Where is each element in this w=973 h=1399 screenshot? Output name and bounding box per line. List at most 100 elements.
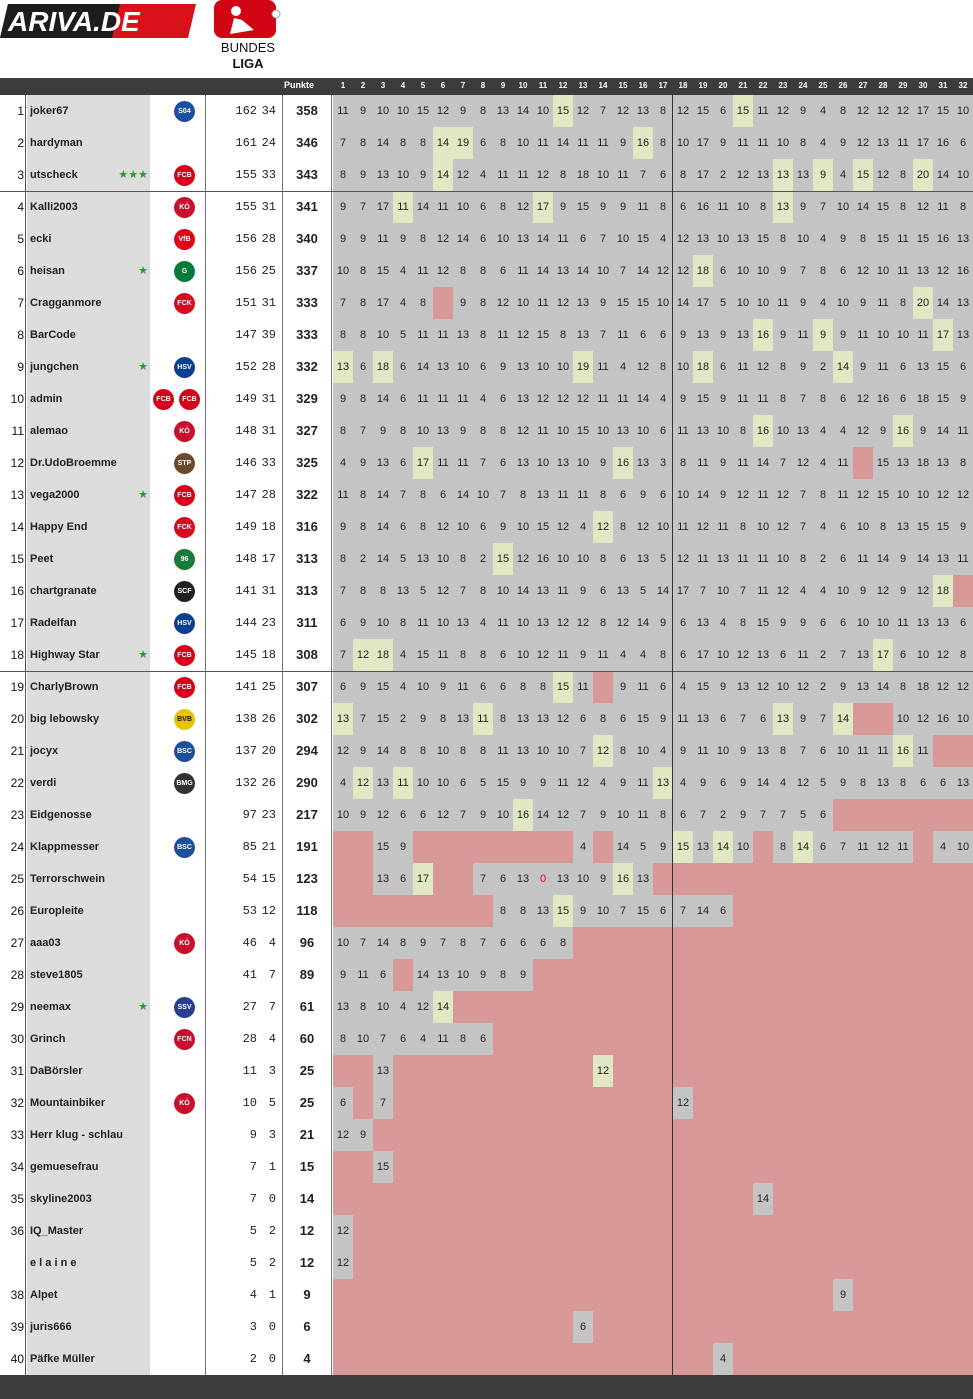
player-name[interactable]: e l a i n e bbox=[27, 1247, 150, 1279]
matchday-score: 6 bbox=[833, 607, 853, 639]
table-row[interactable]: 25 Terrorschwein 54 15 123 13 6 17 7 6 13 0 13 10 9 16 1… bbox=[0, 863, 973, 895]
player-name[interactable]: neemax bbox=[27, 991, 150, 1023]
table-row[interactable]: 21 jocyx BSC 137 20 294 12 9 14 8 8 10 8 8 11 13 10 10 7 12… bbox=[0, 735, 973, 767]
matchday-score bbox=[353, 1215, 373, 1247]
matchday-score: 13 bbox=[533, 575, 553, 607]
table-row[interactable]: 30 Grinch FCN 28 4 60 8 10 7 6 4 11 8 6 bbox=[0, 1023, 973, 1055]
player-name[interactable]: hardyman bbox=[27, 127, 150, 159]
player-name[interactable]: Päfke Müller bbox=[27, 1343, 150, 1375]
player-name[interactable]: Grinch bbox=[27, 1023, 150, 1055]
matchday-score: 15 bbox=[733, 95, 753, 127]
matchday-score: 8 bbox=[473, 639, 493, 671]
table-row[interactable]: 32 Mountainbiker KÖ 10 5 25 6 7 12 bbox=[0, 1087, 973, 1119]
player-name[interactable]: big lebowsky bbox=[27, 703, 150, 735]
table-row[interactable]: 18 Highway Star ★ FCB 145 18 308 7 12 18 4 15 11 8 8 6 1… bbox=[0, 639, 973, 671]
player-name[interactable]: chartgranate bbox=[27, 575, 150, 607]
table-row[interactable]: 4 Kalli2003 KÖ 155 31 341 9 7 17 11 14 11 10 6 8 12 17 9 1… bbox=[0, 191, 973, 223]
table-row[interactable]: 34 gemuesefrau 7 1 15 15 bbox=[0, 1151, 973, 1183]
matchday-score: 11 bbox=[753, 543, 773, 575]
table-row[interactable]: 35 skyline2003 7 0 14 14 bbox=[0, 1183, 973, 1215]
player-name[interactable]: Alpet bbox=[27, 1279, 150, 1311]
player-name[interactable]: Klappmesser bbox=[27, 831, 150, 863]
player-name[interactable]: steve1805 bbox=[27, 959, 150, 991]
matchday-score: 4 bbox=[393, 255, 413, 287]
player-name[interactable]: Radelfan bbox=[27, 607, 150, 639]
table-row[interactable]: 9 jungchen ★ HSV 152 28 332 13 6 18 6 14 13 10 6 9 13 10 1… bbox=[0, 351, 973, 383]
matchday-score: 15 bbox=[553, 671, 573, 703]
matchday-score: 9 bbox=[353, 799, 373, 831]
player-name[interactable]: gemuesefrau bbox=[27, 1151, 150, 1183]
table-row[interactable]: 1 joker67 S04 162 34 358 11 9 10 10 15 12 9 8 13 14 10 15… bbox=[0, 95, 973, 127]
table-row[interactable]: 26 Europleite 53 12 118 8 8 13 15 9 10 7 15 6 7 14 6 bbox=[0, 895, 973, 927]
table-row[interactable]: 14 Happy End FCK 149 18 316 9 8 14 6 8 12 10 6 9 10 15 12… bbox=[0, 511, 973, 543]
player-name[interactable]: juris666 bbox=[27, 1311, 150, 1343]
table-row[interactable]: 23 Eidgenosse 97 23 217 10 9 12 6 6 12 7 9 10 16 14 12 7 9… bbox=[0, 799, 973, 831]
player-name[interactable]: admin bbox=[27, 383, 150, 415]
player-name[interactable]: Cragganmore bbox=[27, 287, 150, 319]
player-name[interactable]: jungchen bbox=[27, 351, 150, 383]
matchday-score bbox=[913, 1119, 933, 1151]
table-row[interactable]: 17 Radelfan HSV 144 23 311 6 9 10 8 11 10 13 4 11 10 13 1… bbox=[0, 607, 973, 639]
table-row[interactable]: 3 utscheck ★★★ FCB 155 33 343 8 9 13 10 9 14 12 4 11 11 1… bbox=[0, 159, 973, 191]
player-name[interactable]: Terrorschwein bbox=[27, 863, 150, 895]
table-row[interactable]: 11 alemao KÖ 148 31 327 8 7 9 8 10 13 9 8 8 12 11 10 15 10 1… bbox=[0, 415, 973, 447]
matchday-score: 17 bbox=[413, 447, 433, 479]
table-row[interactable]: 22 verdi BMG 132 26 290 4 12 13 11 10 10 6 5 15 9 9 11 12 4… bbox=[0, 767, 973, 799]
player-name[interactable]: Kalli2003 bbox=[27, 191, 150, 223]
table-row[interactable]: 31 DaBörsler 11 3 25 13 12 bbox=[0, 1055, 973, 1087]
player-name[interactable]: Peet bbox=[27, 543, 150, 575]
table-row[interactable]: 6 heisan ★ G 156 25 337 10 8 15 4 11 12 8 8 6 11 14 13 14 10… bbox=[0, 255, 973, 287]
table-row[interactable]: 28 steve1805 41 7 89 9 11 6 14 13 10 9 8 9 bbox=[0, 959, 973, 991]
table-row[interactable]: e l a i n e 5 2 12 12 bbox=[0, 1247, 973, 1279]
matchday-score: 15 bbox=[933, 383, 953, 415]
score-exact: 31 bbox=[261, 584, 276, 598]
table-row[interactable]: 19 CharlyBrown FCB 141 25 307 6 9 15 4 10 9 11 6 6 8 8 15… bbox=[0, 671, 973, 703]
table-row[interactable]: 36 IQ_Master 5 2 12 12 bbox=[0, 1215, 973, 1247]
table-row[interactable]: 10 admin FCB FCB 149 31 329 9 8 14 6 11 11 11 4 6 13 12 12… bbox=[0, 383, 973, 415]
table-row[interactable]: 40 Päfke Müller 2 0 4 4 bbox=[0, 1343, 973, 1375]
matchday-header: 9 bbox=[500, 81, 506, 90]
player-name[interactable]: aaa03 bbox=[27, 927, 150, 959]
player-name[interactable]: IQ_Master bbox=[27, 1215, 150, 1247]
table-row[interactable]: 20 big lebowsky BVB 138 26 302 13 7 15 2 9 8 13 11 8 13… bbox=[0, 703, 973, 735]
table-row[interactable]: 15 Peet 96 148 17 313 8 2 14 5 13 10 8 2 15 12 16 10 10 8 6 1… bbox=[0, 543, 973, 575]
table-row[interactable]: 8 BarCode 147 39 333 8 8 10 5 11 11 13 8 11 12 15 8 13 7 11… bbox=[0, 319, 973, 351]
player-name[interactable]: alemao bbox=[27, 415, 150, 447]
table-row[interactable]: 13 vega2000 ★ FCB 147 28 322 11 8 14 7 8 6 14 10 7 8 13 11… bbox=[0, 479, 973, 511]
table-row[interactable]: 12 Dr.UdoBroemme STP 146 33 325 4 9 13 6 17 11 11 7 6 1… bbox=[0, 447, 973, 479]
player-name[interactable]: ecki bbox=[27, 223, 150, 255]
player-name[interactable]: jocyx bbox=[27, 735, 150, 767]
player-name[interactable]: BarCode bbox=[27, 319, 150, 351]
player-name[interactable]: skyline2003 bbox=[27, 1183, 150, 1215]
player-name[interactable]: vega2000 bbox=[27, 479, 150, 511]
table-row[interactable]: 33 Herr klug - schlau 9 3 21 12 9 bbox=[0, 1119, 973, 1151]
matchday-score: 14 bbox=[413, 959, 433, 991]
table-row[interactable]: 2 hardyman 161 24 346 7 8 14 8 8 14 19 6 8 10 11 14 11 11 9… bbox=[0, 127, 973, 159]
table-row[interactable]: 5 ecki VfB 156 28 340 9 9 11 9 8 12 14 6 10 13 14 11 6 7 10 1… bbox=[0, 223, 973, 255]
player-name[interactable]: Europleite bbox=[27, 895, 150, 927]
player-name[interactable]: Dr.UdoBroemme bbox=[27, 447, 150, 479]
table-row[interactable]: 7 Cragganmore FCK 151 31 333 7 8 17 4 8 9 8 12 10 11 12 1… bbox=[0, 287, 973, 319]
matchday-score: 9 bbox=[953, 383, 973, 415]
ariva-logo[interactable]: ARIVA.DE bbox=[0, 2, 196, 40]
matchday-score: 9 bbox=[353, 223, 373, 255]
player-name[interactable]: verdi bbox=[27, 767, 150, 799]
score-total: 3 bbox=[249, 1320, 257, 1334]
table-row[interactable]: 27 aaa03 KÖ 46 4 96 10 7 14 8 9 7 8 7 6 6 6 8 bbox=[0, 927, 973, 959]
player-name[interactable]: CharlyBrown bbox=[27, 671, 150, 703]
player-name[interactable]: joker67 bbox=[27, 95, 150, 127]
player-name[interactable]: Mountainbiker bbox=[27, 1087, 150, 1119]
bundesliga-logo[interactable]: BUNDES LIGA bbox=[210, 0, 286, 72]
table-row[interactable]: 16 chartgranate SCF 141 31 313 7 8 8 13 5 12 7 8 10 14 1… bbox=[0, 575, 973, 607]
player-name[interactable]: Highway Star bbox=[27, 639, 150, 671]
player-name[interactable]: Happy End bbox=[27, 511, 150, 543]
table-row[interactable]: 24 Klappmesser BSC 85 21 191 15 9 4 14 5 9 15 13 14 10 8… bbox=[0, 831, 973, 863]
table-row[interactable]: 39 juris666 3 0 6 6 bbox=[0, 1311, 973, 1343]
player-name[interactable]: Eidgenosse bbox=[27, 799, 150, 831]
player-name[interactable]: utscheck bbox=[27, 159, 150, 191]
player-name[interactable]: DaBörsler bbox=[27, 1055, 150, 1087]
table-row[interactable]: 29 neemax ★ SSV 27 7 61 13 8 10 4 12 14 bbox=[0, 991, 973, 1023]
player-name[interactable]: Herr klug - schlau bbox=[27, 1119, 150, 1151]
table-row[interactable]: 38 Alpet 4 1 9 9 bbox=[0, 1279, 973, 1311]
player-name[interactable]: heisan bbox=[27, 255, 150, 287]
